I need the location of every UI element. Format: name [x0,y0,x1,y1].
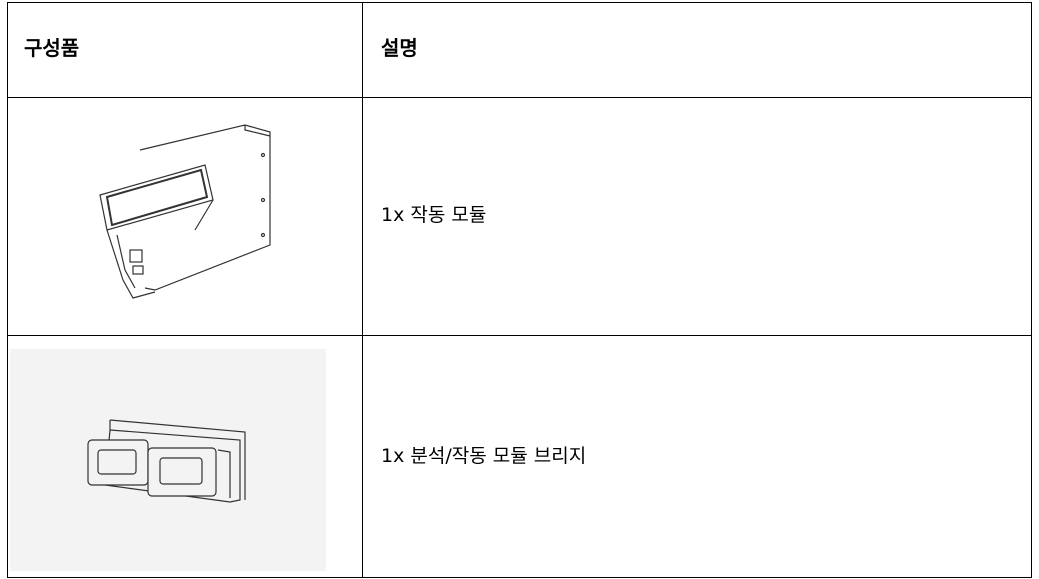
bridge-image [87,419,246,503]
border [7,577,1032,578]
description: 1x 분석/작동 모듈 브리지 [381,445,587,467]
border [7,97,1032,98]
border [7,2,8,578]
border [1031,2,1032,578]
header-cell: 구성품 [24,36,80,60]
border [7,335,1032,336]
header-cell: 설명 [381,36,418,60]
border [7,2,1032,3]
operational-module-image [99,124,271,299]
description: 1x 작동 모듈 [381,204,487,226]
border [362,2,363,578]
